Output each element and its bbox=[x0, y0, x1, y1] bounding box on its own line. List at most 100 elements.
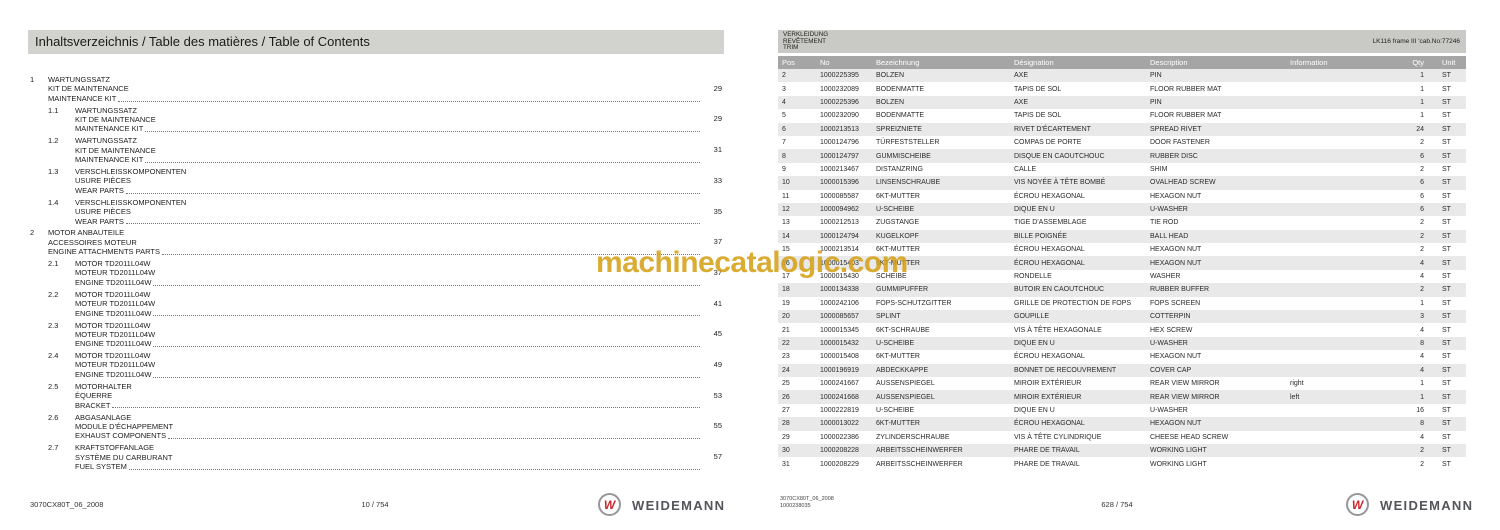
cell-name-en: OVALHEAD SCREW bbox=[1150, 179, 1216, 187]
toc-entry-number: 2.2 bbox=[48, 289, 59, 299]
cell-unit: ST bbox=[1442, 393, 1451, 401]
cell-information bbox=[1286, 444, 1399, 457]
toc-entry-line-fr: MOTEUR TD2011L04W bbox=[75, 299, 156, 309]
cell-unit: ST bbox=[1442, 179, 1451, 187]
cell-name-fr: GOUPILLE bbox=[1014, 313, 1050, 321]
col-header-designation: Désignation bbox=[1010, 56, 1146, 69]
cell-pos: 7 bbox=[782, 139, 786, 147]
cell-name-de: 6KT-MUTTER bbox=[876, 353, 920, 361]
cell-qty: 4 bbox=[1420, 433, 1424, 441]
cell-information bbox=[1286, 404, 1399, 417]
cell-qty: 3 bbox=[1420, 313, 1424, 321]
cell-name-en: CHEESE HEAD SCREW bbox=[1150, 433, 1229, 441]
brand-name: WEIDEMANN bbox=[632, 498, 726, 513]
cell-name-fr: BUTOIR EN CAOUTCHOUC bbox=[1014, 286, 1105, 294]
cell-name-de: ZYLINDERSCHRAUBE bbox=[876, 433, 950, 441]
cell-unit: ST bbox=[1442, 125, 1451, 133]
toc-entry-line-fr: MOTEUR TD2011L04W bbox=[75, 268, 156, 278]
cell-pos: 23 bbox=[782, 353, 790, 361]
toc-entry-line-fr: MOTEUR TD2011L04W bbox=[75, 360, 156, 370]
right-footer-page-indicator: 628 / 754 bbox=[1101, 500, 1133, 509]
dot-leader bbox=[145, 124, 700, 133]
cell-information bbox=[1286, 337, 1399, 350]
cell-name-de: GUMMISCHEIBE bbox=[876, 152, 931, 160]
left-footer-page-indicator: 10 / 754 bbox=[361, 500, 389, 509]
table-row: 27 1000222819 U-SCHEIBE DIQUE EN U U-WAS… bbox=[778, 404, 1466, 417]
toc-entry-text: MOTOR TD2011L04W MOTEUR TD2011L04W ENGIN… bbox=[75, 259, 724, 287]
cell-unit: ST bbox=[1442, 85, 1451, 93]
toc-entry-number: 1.1 bbox=[48, 105, 59, 115]
table-row: 17 1000015430 SCHEIBE RONDELLE WASHER 4 … bbox=[778, 270, 1466, 283]
cell-part-number: 1000232089 bbox=[820, 85, 859, 93]
toc-entry-line-fr: MODULE D'ÉCHAPPEMENT bbox=[75, 421, 174, 431]
cell-part-number: 1000225396 bbox=[820, 98, 859, 106]
cell-part-number: 1000015430 bbox=[820, 273, 859, 281]
toc-entry-page-number: 29 bbox=[713, 114, 722, 124]
cell-part-number: 1000085587 bbox=[820, 192, 859, 200]
table-row: 22 1000015432 U-SCHEIBE DIQUE EN U U-WAS… bbox=[778, 336, 1466, 351]
toc-entry-line-de: KRAFTSTOFFANLAGE bbox=[75, 443, 155, 453]
cell-unit: ST bbox=[1442, 447, 1451, 455]
cell-part-number: 1000232090 bbox=[820, 112, 859, 120]
table-row: 21 1000015345 6KT-SCHRAUBE VIS À TÊTE HE… bbox=[778, 323, 1466, 336]
cell-name-fr: CALLE bbox=[1014, 165, 1037, 173]
cell-name-de: SPLINT bbox=[876, 313, 901, 321]
dot-leader bbox=[153, 370, 700, 378]
toc-title-bar: Inhaltsverzeichnis / Table des matières … bbox=[28, 30, 724, 54]
table-of-contents: 1 WARTUNGSSATZ KIT DE MAINTENANCE MAINTE… bbox=[28, 75, 724, 474]
cell-qty: 4 bbox=[1420, 366, 1424, 374]
toc-entry: 1.2 WARTUNGSSATZ KIT DE MAINTENANCE MAIN… bbox=[28, 136, 724, 167]
cell-part-number: 1000124794 bbox=[820, 232, 859, 240]
table-row: 9 1000213467 DISTANZRING CALLE SHIM 2 ST bbox=[778, 163, 1466, 176]
toc-entry-text: KRAFTSTOFFANLAGE SYSTÈME DU CARBURANT FU… bbox=[75, 443, 724, 471]
cell-qty: 1 bbox=[1420, 380, 1424, 388]
cell-pos: 11 bbox=[782, 192, 790, 200]
cell-pos: 18 bbox=[782, 286, 790, 294]
cell-unit: ST bbox=[1442, 326, 1451, 334]
cell-information bbox=[1286, 457, 1399, 470]
cell-name-de: AUSSENSPIEGEL bbox=[876, 393, 935, 401]
cell-part-number: 1000241667 bbox=[820, 380, 859, 388]
cell-pos: 17 bbox=[782, 273, 790, 281]
cell-unit: ST bbox=[1442, 98, 1451, 106]
cell-name-de: AUSSENSPIEGEL bbox=[876, 380, 935, 388]
cell-information bbox=[1286, 149, 1399, 162]
cell-name-fr: COMPAS DE PORTE bbox=[1014, 139, 1082, 147]
table-row: 4 1000225396 BOLZEN AXE PIN 1 ST bbox=[778, 95, 1466, 110]
cell-name-en: BALL HEAD bbox=[1150, 232, 1189, 240]
toc-entry-number: 2 bbox=[30, 228, 35, 238]
right-footer-doc-ids: 3070CX80T_06_2008 1000238035 bbox=[780, 496, 834, 509]
cell-information bbox=[1286, 96, 1399, 109]
cell-pos: 21 bbox=[782, 326, 790, 334]
cell-name-de: 6KT-MUTTER bbox=[876, 192, 920, 200]
cell-qty: 2 bbox=[1420, 447, 1424, 455]
cell-pos: 15 bbox=[782, 246, 790, 254]
cell-qty: 2 bbox=[1420, 286, 1424, 294]
cell-unit: ST bbox=[1442, 353, 1451, 361]
cell-pos: 22 bbox=[782, 340, 790, 347]
toc-entry-number: 2.1 bbox=[48, 259, 59, 269]
cell-unit: ST bbox=[1442, 460, 1451, 468]
table-row: 15 1000213514 6KT-MUTTER ÉCROU HEXAGONAL… bbox=[778, 243, 1466, 256]
cell-name-fr: ÉCROU HEXAGONAL bbox=[1014, 192, 1085, 200]
cell-name-en: SPREAD RIVET bbox=[1150, 125, 1202, 133]
cell-name-en: PIN bbox=[1150, 72, 1162, 80]
cell-name-fr: DISQUE EN CAOUTCHOUC bbox=[1014, 152, 1105, 160]
toc-entry-line-de: MOTOR ANBAUTEILE bbox=[48, 228, 125, 238]
toc-entry: 2.1 MOTOR TD2011L04W MOTEUR TD2011L04W E… bbox=[28, 259, 724, 290]
right-footer-doc-no: 1000238035 bbox=[780, 502, 811, 509]
table-row: 3 1000232089 BODENMATTE TAPIS DE SOL FLO… bbox=[778, 82, 1466, 95]
cell-name-en: REAR VIEW MIRROR bbox=[1150, 393, 1220, 401]
cell-qty: 1 bbox=[1420, 393, 1424, 401]
toc-entry-page-number: 41 bbox=[713, 298, 722, 308]
toc-entry-line-en: FUEL SYSTEM bbox=[75, 462, 127, 472]
toc-entry-page-number: 37 bbox=[713, 267, 722, 277]
cell-name-de: U-SCHEIBE bbox=[876, 340, 915, 347]
cell-information bbox=[1286, 310, 1399, 323]
cell-name-fr: TIGE D'ASSEMBLAGE bbox=[1014, 219, 1087, 227]
cell-name-de: GUMMIPUFFER bbox=[876, 286, 929, 294]
left-footer-doc-id: 3070CX80T_06_2008 bbox=[30, 500, 104, 509]
cell-name-en: HEXAGON NUT bbox=[1150, 192, 1202, 200]
cell-pos: 2 bbox=[782, 72, 786, 80]
cell-name-en: WORKING LIGHT bbox=[1150, 460, 1207, 468]
